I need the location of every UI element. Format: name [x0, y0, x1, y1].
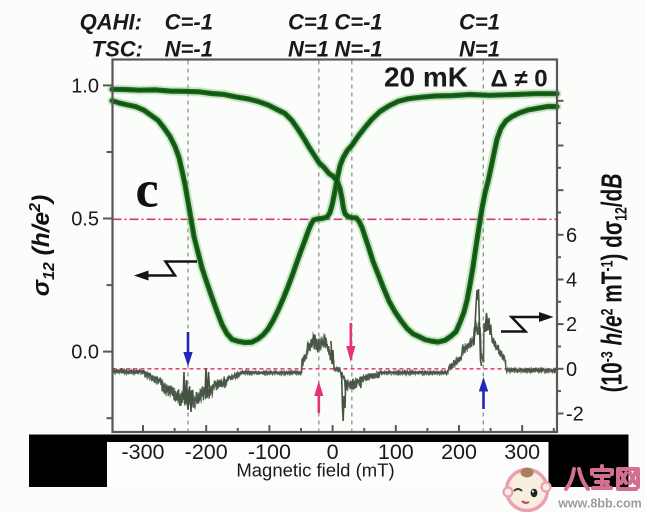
svg-text:TSC:: TSC:	[92, 37, 143, 62]
svg-text:200: 200	[441, 440, 477, 464]
svg-text:0: 0	[327, 440, 339, 464]
svg-text:C=1: C=1	[288, 10, 329, 35]
svg-text:c: c	[136, 162, 159, 219]
svg-text:C=-1: C=-1	[334, 10, 382, 35]
svg-text:QAHI:: QAHI:	[80, 10, 142, 35]
svg-text:C=-1: C=-1	[165, 10, 213, 35]
svg-text:100: 100	[378, 440, 414, 464]
svg-text:-100: -100	[248, 440, 291, 464]
svg-text:0.5: 0.5	[71, 209, 99, 231]
svg-text:-2: -2	[566, 403, 584, 425]
svg-text:0: 0	[566, 359, 577, 381]
svg-text:20 mK: 20 mK	[384, 62, 468, 93]
svg-text:-300: -300	[121, 440, 164, 464]
svg-text:N=1: N=1	[288, 37, 329, 62]
svg-text:C=1: C=1	[459, 10, 500, 35]
svg-text:-200: -200	[185, 440, 228, 464]
svg-text:6: 6	[566, 225, 577, 247]
svg-text:Δ ≠ 0: Δ ≠ 0	[490, 66, 547, 93]
svg-text:0.0: 0.0	[71, 342, 99, 364]
svg-text:4: 4	[566, 269, 577, 291]
svg-text:1.0: 1.0	[71, 75, 99, 97]
svg-text:N=-1: N=-1	[165, 37, 213, 62]
svg-text:300: 300	[504, 440, 540, 464]
svg-text:Magnetic field (mT): Magnetic field (mT)	[236, 460, 394, 481]
svg-text:www.8bb.com: www.8bb.com	[557, 497, 642, 511]
svg-text:N=1: N=1	[459, 37, 500, 62]
svg-text:2: 2	[566, 314, 577, 336]
svg-text:N=-1: N=-1	[334, 37, 382, 62]
